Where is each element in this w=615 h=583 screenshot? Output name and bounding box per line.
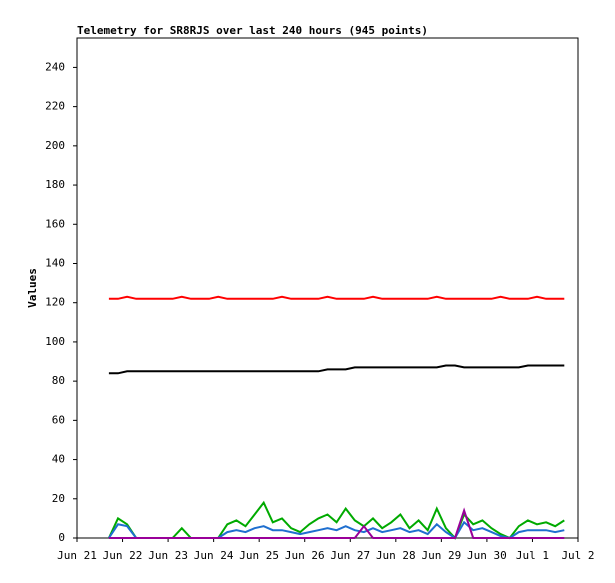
y-tick-label: 180: [45, 178, 65, 191]
series-line: [108, 507, 565, 539]
y-tick-label: 140: [45, 256, 65, 269]
y-tick-label: 20: [52, 492, 65, 505]
y-tick-label: 60: [52, 413, 65, 426]
y-tick-label: 0: [58, 531, 65, 544]
series-line: [108, 364, 565, 375]
y-tick-label: 220: [45, 100, 65, 113]
x-tick-label: Jun 22: [103, 549, 143, 562]
y-tick-label: 40: [52, 453, 65, 466]
y-tick-label: 120: [45, 296, 65, 309]
x-tick-label: Jun 30: [467, 549, 507, 562]
y-tick-label: 240: [45, 60, 65, 73]
y-tick-label: 160: [45, 217, 65, 230]
x-tick-label: Jun 28: [376, 549, 416, 562]
x-tick-label: Jun 24: [194, 549, 234, 562]
x-tick-label: Jun 27: [330, 549, 370, 562]
series-line: [107, 500, 565, 540]
x-tick-label: Jun 21: [57, 549, 97, 562]
x-tick-label: Jun 29: [421, 549, 461, 562]
y-tick-label: 200: [45, 139, 65, 152]
y-tick-label: 100: [45, 335, 65, 348]
y-tick-label: 80: [52, 374, 65, 387]
chart-title: Telemetry for SR8RJS over last 240 hours…: [77, 24, 428, 37]
x-tick-label: Jun 26: [285, 549, 325, 562]
x-tick-label: Jun 23: [148, 549, 188, 562]
series-line: [108, 295, 565, 300]
x-tick-label: Jun 25: [239, 549, 279, 562]
x-tick-label: Jul 2: [561, 549, 594, 562]
x-tick-label: Jul 1: [516, 549, 549, 562]
y-axis-label: Values: [26, 268, 39, 308]
